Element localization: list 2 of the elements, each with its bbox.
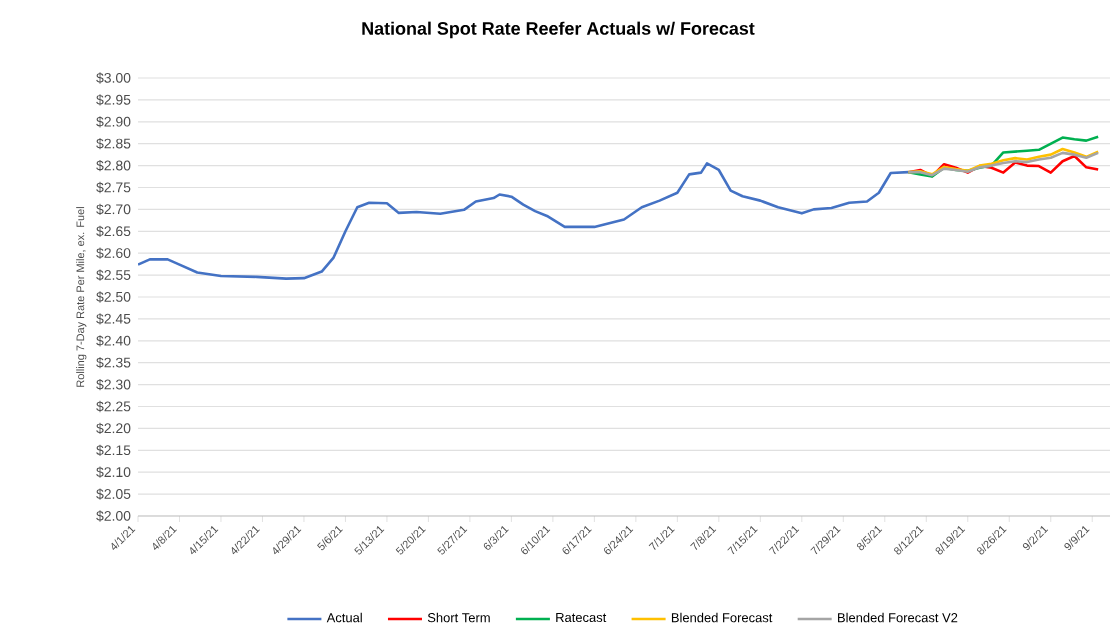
line-series: [138, 162, 910, 280]
chart-title: National Spot Rate Reefer Actuals w/ Forecast: [362, 21, 755, 39]
